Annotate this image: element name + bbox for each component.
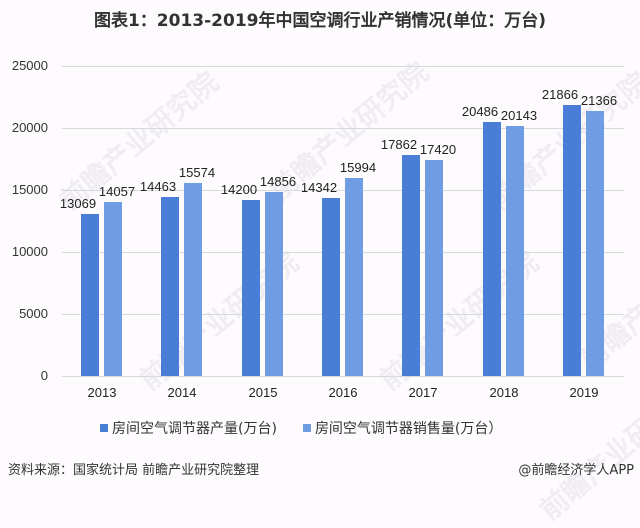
- y-tick-label: 20000: [11, 120, 48, 135]
- legend-swatch-production: [100, 424, 108, 432]
- gridline: [62, 314, 624, 315]
- legend: 房间空气调节器产量(万台) 房间空气调节器销售量(万台）: [100, 418, 502, 438]
- value-label-production: 14463: [139, 179, 177, 194]
- y-tick-label: 15000: [11, 182, 48, 197]
- bar-sales: [265, 192, 283, 376]
- x-tick-label: 2016: [328, 385, 358, 400]
- legend-item-sales: 房间空气调节器销售量(万台）: [302, 418, 503, 438]
- value-label-sales: 20143: [500, 108, 538, 123]
- gridline: [62, 128, 624, 129]
- x-tick-label: 2015: [248, 385, 278, 400]
- bar-sales: [506, 126, 524, 376]
- bar-sales: [104, 202, 122, 376]
- bar-production: [483, 122, 501, 376]
- value-label-sales: 15994: [339, 160, 377, 175]
- watermark: 前瞻产业研究院: [483, 65, 640, 217]
- bar-sales: [184, 183, 202, 376]
- y-tick-label: 10000: [11, 244, 48, 259]
- x-tick-label: 2013: [87, 385, 117, 400]
- value-label-sales: 15574: [178, 165, 216, 180]
- bar-sales: [425, 160, 443, 376]
- gridline: [62, 376, 624, 377]
- bar-production: [161, 197, 179, 376]
- x-tick-label: 2018: [489, 385, 519, 400]
- value-label-sales: 14057: [98, 184, 136, 199]
- bar-production: [563, 105, 581, 376]
- bar-sales: [586, 111, 604, 376]
- value-label-sales: 21366: [580, 93, 618, 108]
- x-tick-label: 2019: [569, 385, 599, 400]
- legend-label-sales: 房间空气调节器销售量(万台）: [314, 421, 503, 437]
- value-label-production: 13069: [59, 196, 97, 211]
- source-note: 资料来源：国家统计局 前瞻产业研究院整理: [8, 463, 260, 478]
- gridline: [62, 252, 624, 253]
- credit-note: @前瞻经济学人APP: [518, 463, 634, 478]
- legend-label-production: 房间空气调节器产量(万台): [112, 421, 277, 437]
- chart-title: 图表1：2013-2019年中国空调行业产销情况(单位：万台): [93, 11, 547, 31]
- y-tick-label: 5000: [19, 306, 48, 321]
- gridline: [62, 190, 624, 191]
- x-tick-label: 2014: [167, 385, 197, 400]
- value-label-production: 14200: [220, 182, 258, 197]
- plot-area: 前瞻产业研究院 前瞻产业研究院 前瞻产业研究院 前瞻产业研究院 前瞻产业研究院 前瞻产业研…: [11, 56, 640, 527]
- bar-production: [322, 198, 340, 376]
- bar-production: [242, 200, 260, 376]
- y-tick-label: 25000: [11, 58, 48, 73]
- value-label-production: 21866: [541, 87, 579, 102]
- gridline: [62, 66, 624, 67]
- x-tick-label: 2017: [408, 385, 438, 400]
- value-label-production: 14342: [300, 180, 338, 195]
- value-label-sales: 14856: [259, 174, 297, 189]
- value-label-production: 17862: [380, 137, 418, 152]
- y-tick-label: 0: [40, 368, 48, 383]
- bar-production: [402, 155, 420, 376]
- legend-item-production: 房间空气调节器产量(万台): [100, 418, 277, 438]
- value-label-production: 20486: [461, 104, 499, 119]
- bar-sales: [345, 178, 363, 376]
- legend-swatch-sales: [302, 424, 311, 432]
- bar-production: [81, 214, 99, 376]
- value-label-sales: 17420: [419, 142, 457, 157]
